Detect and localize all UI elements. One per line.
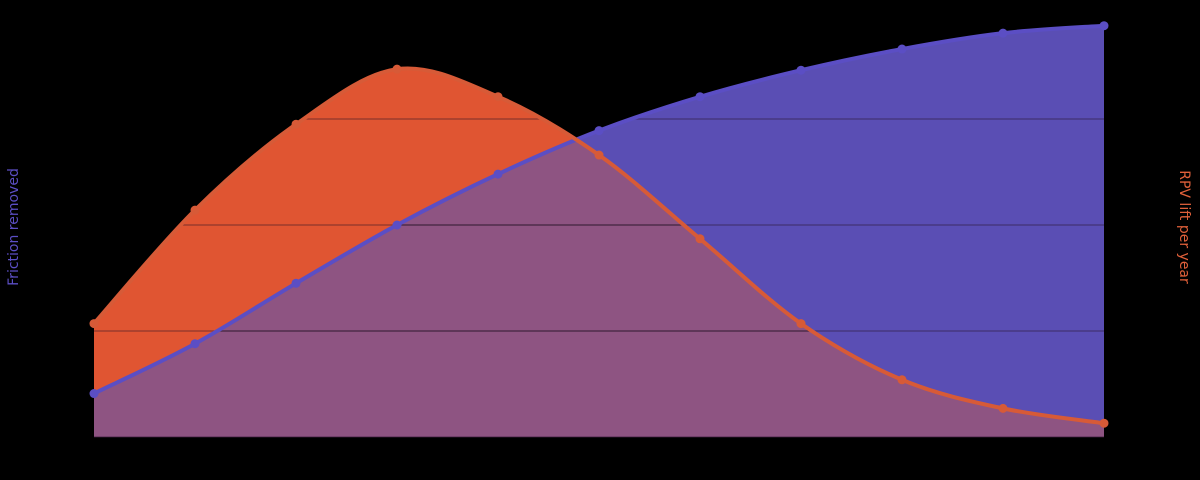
friction-removed-point <box>190 339 200 349</box>
rpv-lift-point <box>796 319 806 329</box>
rpv-lift-point <box>594 150 604 160</box>
friction-removed-point <box>89 389 99 399</box>
right-axis-label: RPV lift per year <box>1176 170 1192 284</box>
rpv-lift-point <box>493 92 503 102</box>
rpv-lift-point <box>392 64 402 74</box>
friction-removed-point <box>695 92 705 102</box>
rpv-lift-point <box>89 319 99 329</box>
left-axis-label: Friction removed <box>6 168 22 286</box>
rpv-lift-point <box>998 403 1008 413</box>
rpv-lift-point <box>291 119 301 129</box>
friction-removed-points <box>89 21 1109 399</box>
friction-removed-point <box>897 44 907 54</box>
rpv-lift-point <box>190 205 200 215</box>
friction-removed-point <box>291 278 301 288</box>
friction-removed-point <box>998 28 1008 38</box>
rpv-lift-point <box>1099 418 1109 428</box>
rpv-lift-point <box>695 234 705 244</box>
friction-removed-point <box>594 126 604 136</box>
friction-removed-point <box>796 65 806 75</box>
friction-removed-point <box>392 220 402 230</box>
friction-removed-point <box>1099 21 1109 31</box>
rpv-lift-point <box>897 375 907 385</box>
friction-removed-point <box>493 169 503 179</box>
rpv-lift-points <box>89 64 1109 428</box>
